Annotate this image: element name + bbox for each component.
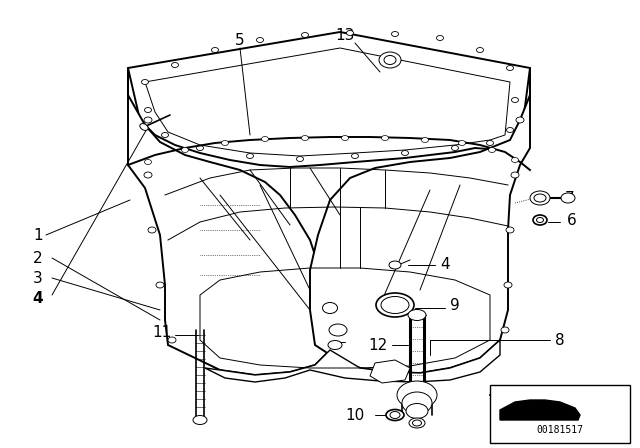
Ellipse shape: [477, 47, 483, 52]
Ellipse shape: [530, 191, 550, 205]
Polygon shape: [310, 68, 530, 373]
Ellipse shape: [211, 47, 218, 52]
Ellipse shape: [458, 141, 465, 146]
Polygon shape: [370, 360, 410, 383]
Ellipse shape: [301, 135, 308, 141]
Ellipse shape: [196, 146, 204, 151]
Ellipse shape: [193, 415, 207, 425]
Ellipse shape: [506, 65, 513, 70]
Polygon shape: [205, 340, 500, 382]
Text: 13: 13: [335, 27, 355, 43]
Text: 10: 10: [346, 408, 365, 422]
Ellipse shape: [262, 137, 269, 142]
Ellipse shape: [140, 124, 148, 130]
Ellipse shape: [346, 30, 353, 35]
Ellipse shape: [376, 293, 414, 317]
Text: 2: 2: [33, 250, 43, 266]
Ellipse shape: [451, 146, 458, 151]
Ellipse shape: [486, 141, 493, 146]
Ellipse shape: [323, 302, 337, 314]
Ellipse shape: [561, 193, 575, 203]
Ellipse shape: [296, 156, 303, 161]
Text: 8: 8: [555, 332, 565, 348]
Text: 6: 6: [567, 212, 577, 228]
Text: 5: 5: [235, 33, 245, 47]
Ellipse shape: [422, 138, 429, 142]
Ellipse shape: [516, 117, 524, 123]
Ellipse shape: [536, 217, 543, 223]
Ellipse shape: [402, 392, 432, 414]
Ellipse shape: [144, 172, 152, 178]
Text: 00181517: 00181517: [536, 425, 584, 435]
Ellipse shape: [436, 35, 444, 40]
Ellipse shape: [406, 404, 428, 418]
Ellipse shape: [501, 327, 509, 333]
Ellipse shape: [141, 79, 148, 85]
Text: 1: 1: [33, 228, 43, 242]
Ellipse shape: [392, 31, 399, 36]
Ellipse shape: [386, 409, 404, 421]
Ellipse shape: [161, 133, 168, 138]
Ellipse shape: [390, 412, 400, 418]
Ellipse shape: [145, 159, 152, 164]
Ellipse shape: [342, 135, 349, 141]
Ellipse shape: [221, 141, 228, 146]
Ellipse shape: [511, 158, 518, 163]
Ellipse shape: [506, 128, 513, 133]
Ellipse shape: [144, 117, 152, 123]
Bar: [490, 385, 630, 443]
Ellipse shape: [389, 261, 401, 269]
Ellipse shape: [384, 56, 396, 65]
Text: 7: 7: [565, 190, 575, 206]
Ellipse shape: [401, 151, 408, 155]
Ellipse shape: [172, 63, 179, 68]
Text: 12: 12: [369, 337, 388, 353]
Ellipse shape: [397, 381, 437, 409]
Ellipse shape: [329, 324, 347, 336]
Ellipse shape: [246, 154, 253, 159]
Polygon shape: [128, 68, 330, 375]
Ellipse shape: [182, 147, 189, 152]
Ellipse shape: [145, 108, 152, 112]
Ellipse shape: [351, 154, 358, 159]
Ellipse shape: [534, 194, 546, 202]
Ellipse shape: [413, 420, 422, 426]
Ellipse shape: [533, 215, 547, 225]
Ellipse shape: [511, 172, 519, 178]
Ellipse shape: [168, 337, 176, 343]
Ellipse shape: [511, 98, 518, 103]
Ellipse shape: [328, 340, 342, 349]
Text: 4: 4: [440, 257, 450, 271]
Ellipse shape: [409, 418, 425, 428]
Ellipse shape: [148, 227, 156, 233]
Text: 11: 11: [152, 324, 172, 340]
Ellipse shape: [381, 297, 409, 314]
Polygon shape: [128, 32, 530, 167]
Text: 4: 4: [33, 290, 44, 306]
Text: 3: 3: [33, 271, 43, 285]
Ellipse shape: [156, 282, 164, 288]
Ellipse shape: [488, 147, 495, 152]
Ellipse shape: [301, 33, 308, 38]
Ellipse shape: [408, 310, 426, 320]
Polygon shape: [500, 400, 580, 420]
Text: 9: 9: [450, 297, 460, 313]
Ellipse shape: [504, 282, 512, 288]
Ellipse shape: [379, 52, 401, 68]
Ellipse shape: [506, 227, 514, 233]
Ellipse shape: [257, 38, 264, 43]
Ellipse shape: [381, 135, 388, 141]
